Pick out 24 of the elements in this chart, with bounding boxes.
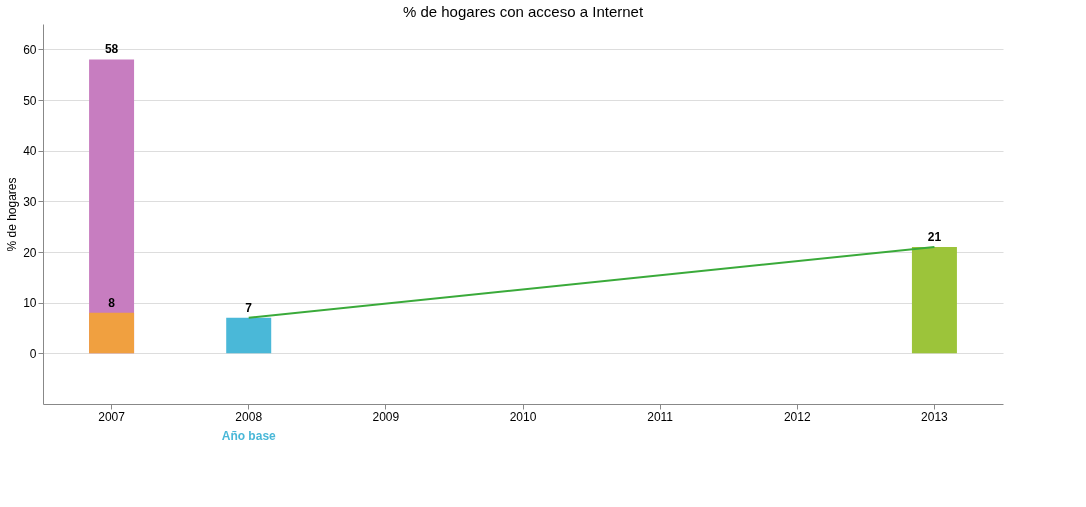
x-tick-label: 2011 — [647, 409, 674, 424]
x-tick-label: 2007 — [98, 409, 126, 424]
y-tick-label: 20 — [23, 245, 37, 260]
y-tick-label: 50 — [23, 93, 37, 108]
x-tick-label: 2010 — [509, 409, 537, 424]
bar — [89, 312, 135, 354]
y-tick-label: 30 — [23, 194, 37, 209]
chart-title: % de hogares con acceso a Internet — [402, 3, 644, 20]
data-label: 7 — [245, 300, 253, 315]
x-tick-label: 2009 — [372, 409, 400, 424]
y-tick-label: 10 — [23, 296, 37, 311]
y-axis-title: % de hogares — [5, 177, 20, 252]
bar — [911, 246, 957, 354]
y-tick-label: 60 — [23, 42, 37, 57]
data-label: 8 — [108, 295, 116, 310]
x-tick-label: 2012 — [783, 409, 811, 424]
bar — [226, 317, 272, 354]
y-tick-label: 40 — [23, 144, 37, 159]
y-tick-label: 0 — [29, 346, 37, 361]
x-tick-label: 2008 — [235, 409, 263, 424]
text: Año base — [221, 429, 277, 443]
x-tick-label: 2013 — [921, 409, 949, 424]
data-label: 58 — [104, 42, 119, 57]
data-label: 21 — [927, 229, 942, 244]
